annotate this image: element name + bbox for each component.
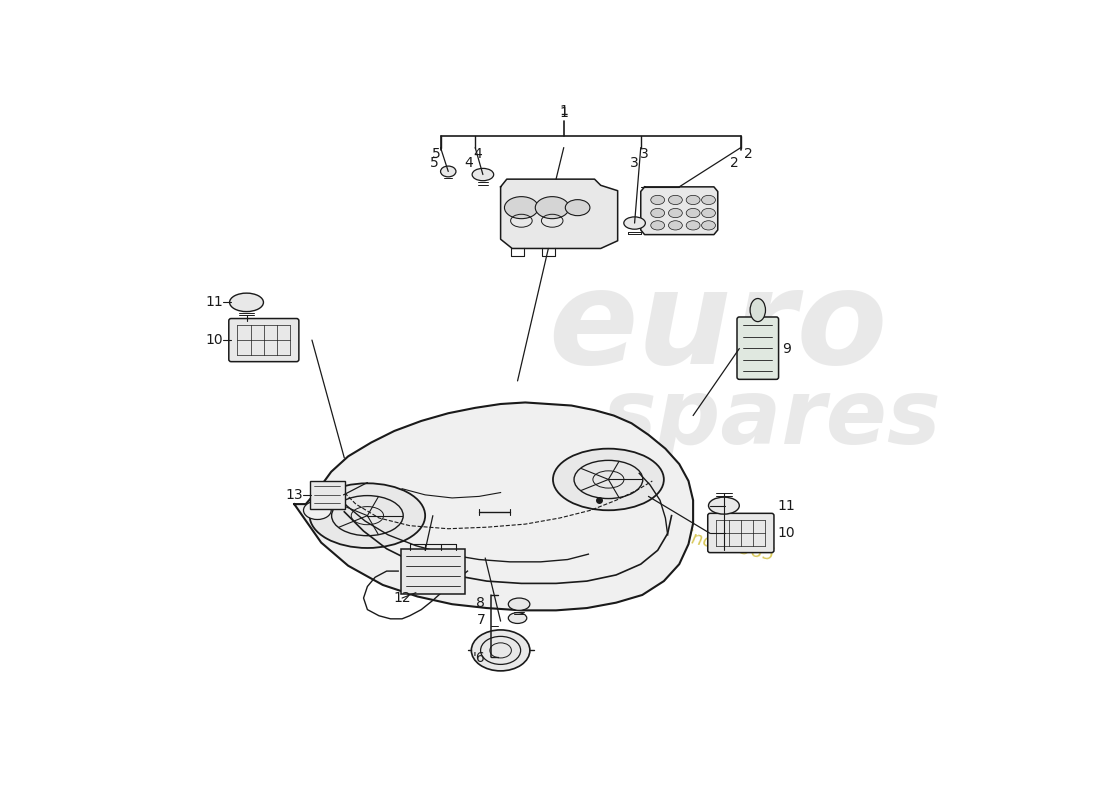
- Polygon shape: [500, 179, 618, 249]
- Text: 9: 9: [782, 342, 791, 355]
- Ellipse shape: [565, 200, 590, 216]
- Text: 11: 11: [206, 295, 223, 310]
- Ellipse shape: [702, 195, 715, 205]
- Ellipse shape: [310, 483, 425, 548]
- Ellipse shape: [505, 197, 538, 218]
- Ellipse shape: [304, 501, 331, 519]
- Text: 5: 5: [432, 146, 441, 161]
- Ellipse shape: [651, 195, 664, 205]
- Ellipse shape: [702, 221, 715, 230]
- Ellipse shape: [508, 613, 527, 623]
- Ellipse shape: [702, 209, 715, 218]
- FancyBboxPatch shape: [737, 317, 779, 379]
- Text: 10: 10: [778, 526, 795, 540]
- FancyBboxPatch shape: [400, 549, 465, 594]
- Ellipse shape: [472, 630, 530, 671]
- Text: a passion for parts since 1985: a passion for parts since 1985: [506, 490, 776, 564]
- Ellipse shape: [440, 166, 455, 177]
- Text: 11: 11: [778, 498, 795, 513]
- Ellipse shape: [553, 449, 664, 510]
- Text: 2: 2: [745, 146, 752, 161]
- Text: 13: 13: [286, 488, 304, 502]
- Text: '6: '6: [473, 651, 485, 665]
- Text: 3: 3: [640, 146, 649, 161]
- Text: 4: 4: [473, 146, 482, 161]
- Ellipse shape: [651, 209, 664, 218]
- Ellipse shape: [686, 209, 700, 218]
- Ellipse shape: [686, 195, 700, 205]
- Polygon shape: [295, 402, 693, 610]
- Text: 8: 8: [476, 596, 485, 610]
- Text: 4: 4: [464, 156, 473, 170]
- Text: 12: 12: [393, 591, 411, 605]
- Text: spares: spares: [603, 375, 940, 463]
- Text: 3: 3: [630, 156, 639, 170]
- Ellipse shape: [708, 497, 739, 514]
- Text: 5: 5: [430, 156, 439, 170]
- Ellipse shape: [624, 217, 646, 230]
- Ellipse shape: [686, 221, 700, 230]
- Ellipse shape: [669, 209, 682, 218]
- Ellipse shape: [536, 197, 569, 218]
- Ellipse shape: [230, 293, 264, 312]
- Text: 2: 2: [730, 156, 739, 170]
- Ellipse shape: [508, 598, 530, 610]
- Text: 1: 1: [559, 106, 569, 120]
- Ellipse shape: [669, 221, 682, 230]
- Text: 7: 7: [476, 613, 485, 626]
- Ellipse shape: [750, 298, 766, 322]
- Ellipse shape: [669, 195, 682, 205]
- Polygon shape: [640, 187, 717, 234]
- Text: 1: 1: [559, 103, 569, 118]
- FancyBboxPatch shape: [707, 514, 774, 553]
- FancyBboxPatch shape: [229, 318, 299, 362]
- Ellipse shape: [472, 168, 494, 181]
- Text: 10: 10: [206, 333, 223, 347]
- FancyBboxPatch shape: [310, 481, 345, 509]
- Ellipse shape: [651, 221, 664, 230]
- Text: euro: euro: [548, 263, 888, 390]
